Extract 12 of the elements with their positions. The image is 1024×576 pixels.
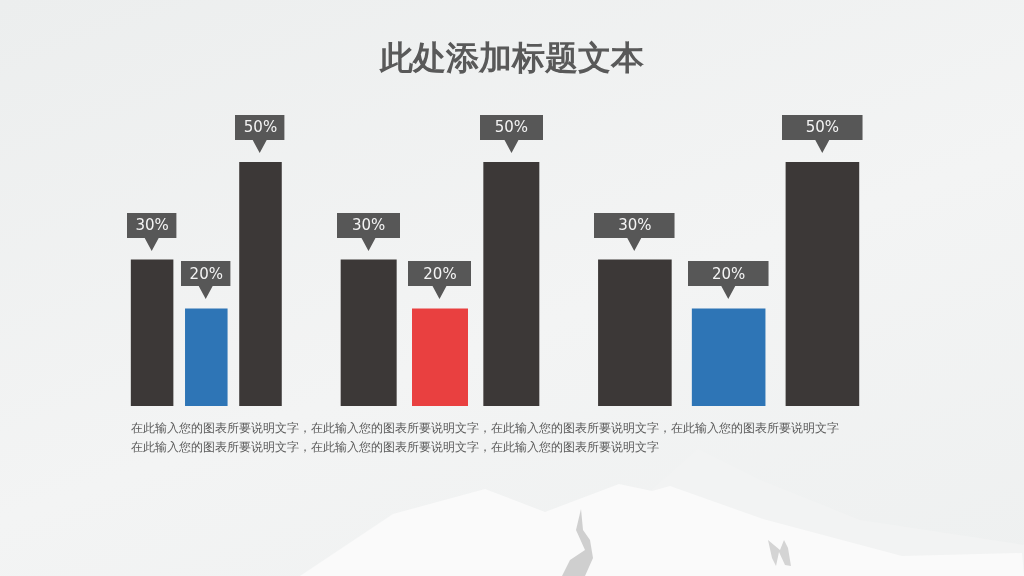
data-label: 30%: [618, 216, 652, 234]
data-label: 50%: [494, 118, 528, 137]
data-label: 30%: [351, 215, 386, 234]
data-label: 50%: [243, 118, 277, 137]
data-label: 50%: [805, 118, 839, 137]
data-label: 20%: [711, 264, 746, 283]
chart-title: 此处添加标题文本: [378, 38, 645, 77]
text: 在此输入您的图表所要说明文字，在此输入您的图表所要说明文字，在此输入您的图表所要说明文字，在此输入您的图表所要说明文字: [131, 420, 840, 437]
data-label: 20%: [423, 264, 457, 283]
data-label: 30%: [134, 216, 169, 234]
data-label: 20%: [189, 264, 223, 283]
text: 在此输入您的图表所要说明文字，在此输入您的图表所要说明文字，在此输入您的图表所要说明文字: [131, 439, 660, 456]
